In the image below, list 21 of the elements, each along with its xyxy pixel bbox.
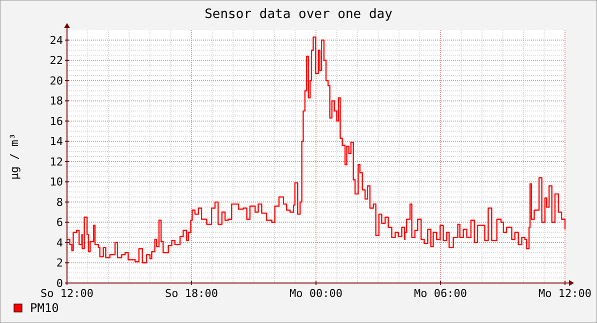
y-tick-label: 2 bbox=[56, 256, 63, 270]
y-axis-title: µg / m³ bbox=[8, 133, 21, 180]
x-tick-label: So 12:00 bbox=[40, 287, 94, 300]
y-tick-label: 22 bbox=[50, 54, 63, 68]
y-tick-label: 6 bbox=[56, 216, 63, 230]
x-tick-label: Mo 00:00 bbox=[290, 287, 342, 300]
y-tick-label: 16 bbox=[50, 114, 63, 128]
y-tick-label: 8 bbox=[56, 196, 63, 209]
x-tick-label: Mo 06:00 bbox=[414, 287, 467, 300]
legend-label: PM10 bbox=[30, 301, 59, 316]
y-tick-label: 18 bbox=[50, 94, 63, 108]
y-tick-label: 10 bbox=[50, 176, 63, 189]
y-tick-label: 0 bbox=[56, 276, 63, 290]
chart-title: Sensor data over one day bbox=[204, 7, 393, 22]
x-tick-label: Mo 12:00 bbox=[538, 287, 592, 300]
y-tick-label: 24 bbox=[50, 34, 64, 47]
y-tick-label: 20 bbox=[50, 74, 63, 88]
x-tick-label: So 18:00 bbox=[165, 287, 218, 300]
y-tick-label: 14 bbox=[50, 135, 64, 148]
y-tick-label: 4 bbox=[56, 236, 64, 250]
y-tick-label: 12 bbox=[50, 155, 63, 168]
